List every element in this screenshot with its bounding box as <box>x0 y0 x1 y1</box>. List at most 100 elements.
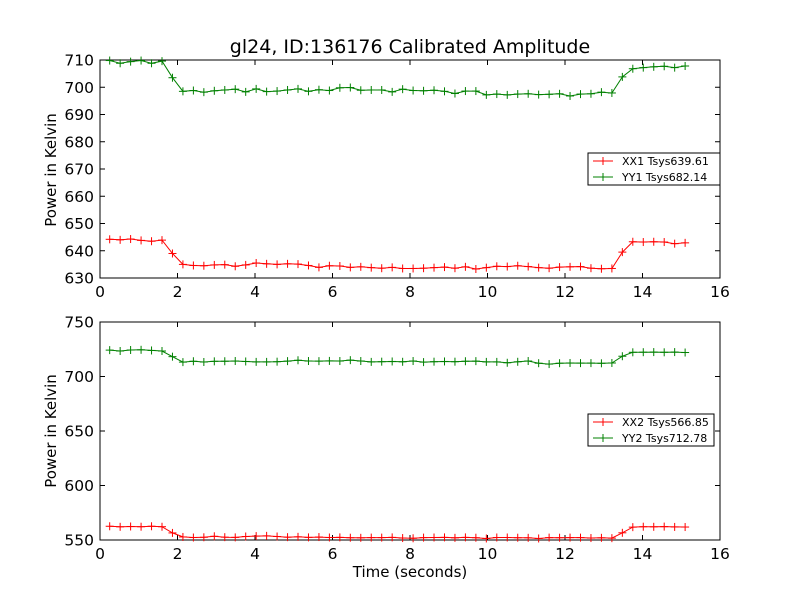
data-point <box>545 264 554 273</box>
data-point <box>618 248 627 257</box>
data-point <box>440 357 449 366</box>
data-point <box>304 261 313 270</box>
data-point <box>471 87 480 96</box>
data-point <box>314 357 323 366</box>
data-point <box>231 357 240 366</box>
data-point <box>294 532 303 541</box>
series-line <box>109 238 686 270</box>
x-tick-label: 10 <box>478 545 498 563</box>
data-point <box>158 522 166 531</box>
legend-entry: XX2 Tsys566.85 <box>593 416 709 429</box>
y-tick-label: 670 <box>64 161 94 179</box>
data-point <box>377 85 386 94</box>
data-point <box>639 522 648 531</box>
data-point <box>367 533 376 542</box>
data-point <box>492 90 501 99</box>
data-point <box>126 235 135 244</box>
data-point <box>660 62 669 71</box>
legend: XX2 Tsys566.85 YY2 Tsys712.78 <box>587 413 715 447</box>
data-point <box>283 259 292 268</box>
data-point <box>524 262 533 271</box>
data-point <box>283 533 292 542</box>
data-point <box>147 346 156 355</box>
data-point <box>388 357 397 366</box>
data-point <box>649 522 658 531</box>
data-point <box>241 532 250 541</box>
data-point <box>639 348 648 357</box>
data-point <box>273 87 282 96</box>
data-point <box>566 533 575 542</box>
data-point <box>607 358 616 367</box>
data-point <box>597 533 606 542</box>
data-point <box>618 352 627 361</box>
data-point <box>147 59 156 68</box>
data-point <box>178 358 187 367</box>
data-point <box>262 531 271 540</box>
x-tick-label: 8 <box>405 545 415 563</box>
data-point <box>335 262 344 271</box>
data-point <box>419 264 428 273</box>
data-point <box>513 261 522 270</box>
legend-label: XX1 Tsys639.61 <box>622 155 709 168</box>
legend-box <box>587 152 721 186</box>
data-point <box>503 533 512 542</box>
data-point <box>325 86 334 95</box>
data-point <box>419 86 428 95</box>
legend-entry: XX1 Tsys639.61 <box>593 155 709 168</box>
data-point <box>346 356 355 365</box>
data-point <box>670 63 679 72</box>
data-point <box>576 90 585 99</box>
data-point <box>158 346 166 355</box>
data-point <box>649 62 658 71</box>
data-point <box>461 262 470 271</box>
data-point <box>147 522 156 531</box>
data-point <box>158 236 166 245</box>
data-point <box>273 357 282 366</box>
data-point <box>273 260 282 269</box>
data-point <box>555 263 564 272</box>
legend-box <box>587 413 715 447</box>
data-point <box>241 87 250 96</box>
data-point <box>482 263 491 272</box>
data-point <box>628 523 637 532</box>
data-point <box>430 533 439 542</box>
data-point <box>294 356 303 365</box>
data-point <box>116 59 125 68</box>
data-point <box>210 357 219 366</box>
data-point <box>681 238 690 247</box>
data-point <box>670 522 679 531</box>
data-point <box>450 357 459 366</box>
data-point <box>461 87 470 96</box>
x-tick-label: 12 <box>555 283 575 301</box>
data-point <box>220 357 229 366</box>
data-point <box>168 73 177 82</box>
data-point <box>398 357 407 366</box>
y-tick-label: 690 <box>64 106 94 124</box>
data-point <box>220 85 229 94</box>
data-point <box>471 533 480 542</box>
data-point <box>314 533 323 542</box>
data-point <box>555 359 564 368</box>
data-point <box>283 357 292 366</box>
data-point <box>398 534 407 543</box>
data-point <box>586 264 595 273</box>
data-point <box>524 89 533 98</box>
legend-label: YY2 Tsys712.78 <box>621 432 707 445</box>
data-point <box>356 86 365 95</box>
data-point <box>649 348 658 357</box>
data-point <box>492 262 501 271</box>
y-tick-label: 650 <box>64 423 94 441</box>
y-tick-label: 700 <box>64 368 94 386</box>
data-point <box>356 533 365 542</box>
x-tick-label: 16 <box>710 545 730 563</box>
data-point <box>304 357 313 366</box>
y-tick-label: 700 <box>64 79 94 97</box>
data-point <box>388 533 397 542</box>
x-tick-label: 8 <box>405 283 415 301</box>
y-tick-label: 750 <box>64 314 94 332</box>
data-point <box>356 357 365 366</box>
x-tick-label: 0 <box>95 283 105 301</box>
data-point <box>241 260 250 269</box>
data-point <box>660 522 669 531</box>
